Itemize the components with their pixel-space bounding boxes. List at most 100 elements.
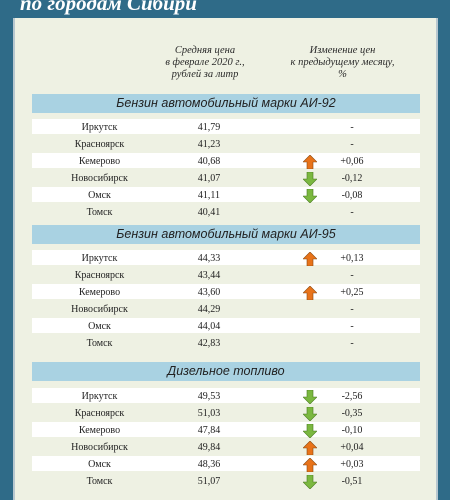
price-cell: 41,23 — [197, 139, 221, 150]
table-row: Кемерово 40,68 +0,06 — [32, 153, 420, 170]
city-cell: Новосибирск — [71, 304, 128, 315]
change-header-line: к предыдущему месяцу, — [290, 57, 395, 68]
change-cell: +0,13 — [340, 253, 364, 264]
change-cell: -0,51 — [341, 476, 363, 487]
change-header-line: Изменение цен — [309, 45, 376, 56]
table-row: Томск 40,41 - — [32, 204, 420, 221]
change-cell: +0,25 — [340, 287, 364, 298]
change-cell: -0,08 — [341, 190, 363, 201]
table-row: Новосибирск 41,07 -0,12 — [32, 170, 420, 187]
arrow-up-icon — [302, 154, 318, 170]
arrow-up-icon — [302, 251, 318, 267]
section-title-ai95: Бензин автомобильный марки АИ-95 — [32, 225, 420, 244]
price-cell: 40,41 — [197, 207, 221, 218]
change-cell: +0,04 — [340, 442, 364, 453]
page-title: по городам Сибири — [20, 0, 197, 15]
arrow-down-icon — [302, 423, 318, 439]
city-cell: Красноярск — [74, 408, 125, 419]
city-cell: Омск — [88, 190, 111, 201]
city-cell: Кемерово — [78, 287, 121, 298]
price-cell: 43,44 — [197, 270, 221, 281]
section-title-ai92: Бензин автомобильный марки АИ-92 — [32, 94, 420, 113]
change-cell: -2,56 — [341, 391, 363, 402]
section-ai92-rows: Иркутск 41,79 - Красноярск 41,23 - Кемерово 40,… — [32, 119, 420, 221]
table-row: Омск 48,36 +0,03 — [32, 456, 420, 473]
city-cell: Томск — [86, 207, 113, 218]
price-cell: 48,36 — [197, 459, 221, 470]
arrow-up-icon — [302, 457, 318, 473]
table-row: Красноярск 43,44 - — [32, 267, 420, 284]
price-cell: 44,29 — [197, 304, 221, 315]
content-panel: Средняя цена в феврале 2020 г., рублей з… — [13, 18, 438, 500]
change-cell: - — [350, 321, 354, 332]
change-cell: - — [350, 122, 354, 133]
section-title-diesel: Дизельное топливо — [32, 362, 420, 381]
table-row: Томск 42,83 - — [32, 335, 420, 352]
table-row: Иркутск 44,33 +0,13 — [32, 250, 420, 267]
section-diesel-rows: Иркутск 49,53 -2,56 Красноярск 51,03 -0,35 Кем… — [32, 388, 420, 490]
change-cell: - — [350, 207, 354, 218]
change-cell: - — [350, 270, 354, 281]
change-cell: -0,12 — [341, 173, 363, 184]
price-cell: 43,60 — [197, 287, 221, 298]
price-cell: 47,84 — [197, 425, 221, 436]
price-cell: 49,53 — [197, 391, 221, 402]
change-cell: -0,35 — [341, 408, 363, 419]
section-ai95-rows: Иркутск 44,33 +0,13 Красноярск 43,44 - Кемеров… — [32, 250, 420, 352]
price-header-line: в феврале 2020 г., — [165, 57, 245, 68]
table-row: Кемерово 47,84 -0,10 — [32, 422, 420, 439]
change-cell: +0,03 — [340, 459, 364, 470]
change-cell: -0,10 — [341, 425, 363, 436]
table-row: Кемерово 43,60 +0,25 — [32, 284, 420, 301]
arrow-down-icon — [302, 406, 318, 422]
header-bar — [0, 0, 450, 18]
city-cell: Новосибирск — [71, 173, 128, 184]
price-cell: 41,11 — [197, 190, 221, 201]
price-column-header: Средняя цена в феврале 2020 г., рублей з… — [150, 45, 260, 81]
city-cell: Томск — [86, 338, 113, 349]
table-row: Омск 44,04 - — [32, 318, 420, 335]
table-row: Красноярск 51,03 -0,35 — [32, 405, 420, 422]
price-cell: 41,79 — [197, 122, 221, 133]
arrow-down-icon — [302, 188, 318, 204]
change-header-line: % — [338, 69, 347, 80]
price-cell: 40,68 — [197, 156, 221, 167]
table-row: Новосибирск 44,29 - — [32, 301, 420, 318]
city-cell: Томск — [86, 476, 113, 487]
table-row: Иркутск 49,53 -2,56 — [32, 388, 420, 405]
city-cell: Омск — [88, 459, 111, 470]
price-header-line: рублей за литр — [171, 69, 239, 80]
price-header-line: Средняя цена — [174, 45, 236, 56]
city-cell: Иркутск — [81, 122, 118, 133]
arrow-down-icon — [302, 389, 318, 405]
price-cell: 49,84 — [197, 442, 221, 453]
table-row: Новосибирск 49,84 +0,04 — [32, 439, 420, 456]
table-row: Омск 41,11 -0,08 — [32, 187, 420, 204]
price-cell: 42,83 — [197, 338, 221, 349]
price-cell: 51,07 — [197, 476, 221, 487]
arrow-down-icon — [302, 171, 318, 187]
change-cell: - — [350, 338, 354, 349]
change-column-header: Изменение цен к предыдущему месяцу, % — [275, 45, 410, 81]
change-cell: - — [350, 304, 354, 315]
city-cell: Кемерово — [78, 156, 121, 167]
change-cell: +0,06 — [340, 156, 364, 167]
city-cell: Красноярск — [74, 270, 125, 281]
city-cell: Новосибирск — [71, 442, 128, 453]
arrow-down-icon — [302, 474, 318, 490]
price-cell: 51,03 — [197, 408, 221, 419]
city-cell: Иркутск — [81, 391, 118, 402]
city-cell: Кемерово — [78, 425, 121, 436]
table-row: Красноярск 41,23 - — [32, 136, 420, 153]
city-cell: Омск — [88, 321, 111, 332]
table-row: Томск 51,07 -0,51 — [32, 473, 420, 490]
city-cell: Иркутск — [81, 253, 118, 264]
table-row: Иркутск 41,79 - — [32, 119, 420, 136]
price-cell: 44,04 — [197, 321, 221, 332]
city-cell: Красноярск — [74, 139, 125, 150]
price-cell: 41,07 — [197, 173, 221, 184]
arrow-up-icon — [302, 285, 318, 301]
arrow-up-icon — [302, 440, 318, 456]
change-cell: - — [350, 139, 354, 150]
price-cell: 44,33 — [197, 253, 221, 264]
